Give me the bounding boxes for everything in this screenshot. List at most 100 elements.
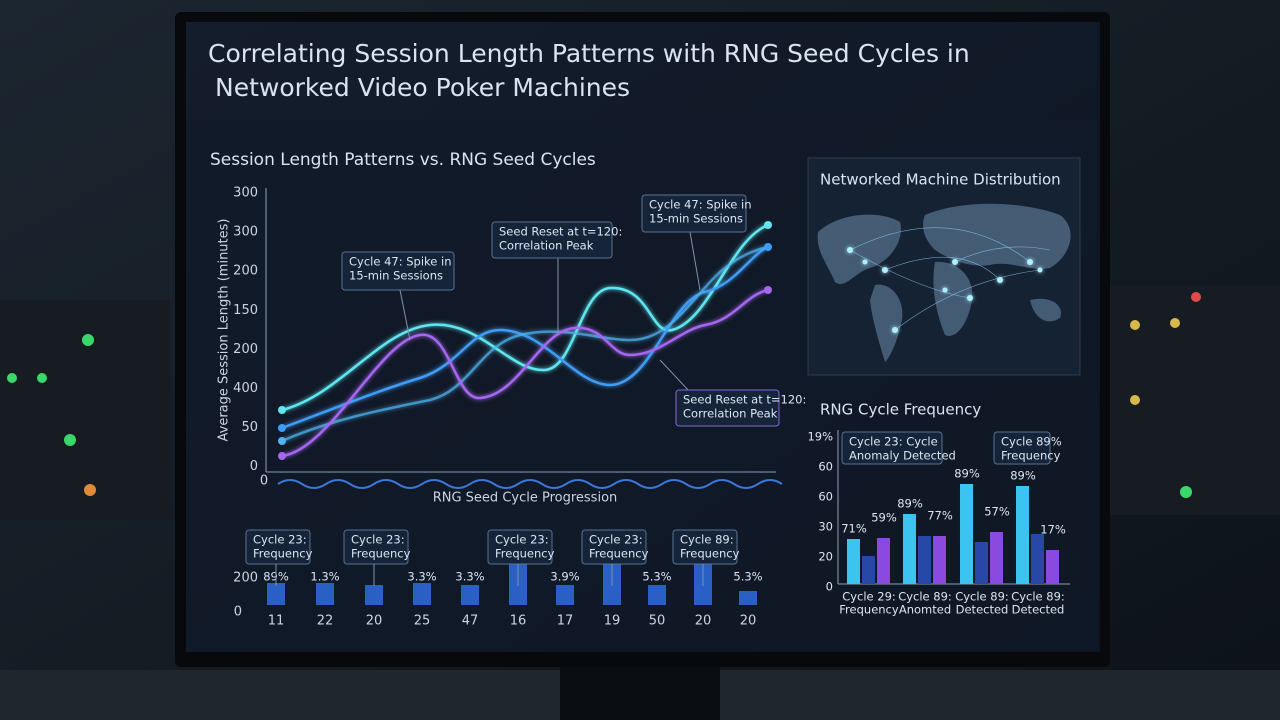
y-label: 400 — [233, 381, 258, 396]
annotation-text: Anomaly Detected — [849, 449, 956, 463]
annotation-text: Frequency — [495, 547, 555, 561]
x-label: Anomted — [899, 603, 951, 617]
y-axis-label: Average Session Length (minutes) — [217, 219, 232, 442]
y-label: 300 — [233, 225, 258, 240]
curve — [281, 245, 769, 430]
title-line: Correlating Session Length Patterns with… — [208, 39, 970, 68]
frequency-bar — [933, 536, 946, 584]
value-label: 89% — [1010, 469, 1036, 483]
cycle-bar — [556, 585, 574, 605]
annotation-text: 15-min Sessions — [349, 269, 443, 283]
x-label: 19 — [604, 614, 621, 629]
annotation-text: Frequency — [253, 547, 313, 561]
seed-cycle-wave — [277, 479, 783, 489]
y-label: 200 — [233, 571, 258, 586]
value-label: 5.3% — [733, 570, 762, 584]
annotation-text: Cycle 89: — [680, 533, 734, 547]
y-label: 50 — [241, 420, 258, 435]
value-label: 5.3% — [642, 570, 671, 584]
x-label: 11 — [268, 614, 285, 629]
frequency-bar — [990, 532, 1003, 584]
map-network — [849, 227, 1051, 331]
y-label: 60 — [818, 460, 833, 474]
annotation-text: Frequency — [680, 547, 740, 561]
value-label: 3.3% — [455, 570, 484, 584]
x-label: Frequency — [839, 603, 899, 617]
annotation-box — [993, 431, 1051, 465]
curve-endpoints — [278, 221, 772, 460]
curve — [281, 223, 769, 412]
annotation-box — [841, 431, 943, 465]
annotation-text: Cycle 47: Spike in — [349, 255, 452, 269]
annotation-text: Frequency — [589, 547, 649, 561]
annotation-text: Seed Reset at t=120: — [499, 225, 622, 239]
x-label: Cycle 89: — [1011, 590, 1065, 604]
annotation-box — [487, 529, 553, 565]
x-label: 20 — [740, 614, 757, 629]
x-label: Cycle 89: — [955, 590, 1009, 604]
cycle-bar — [461, 585, 479, 605]
y-label: 200 — [233, 342, 258, 357]
frequency-bar — [903, 514, 916, 584]
panel-title: Session Length Patterns vs. RNG Seed Cyc… — [210, 150, 596, 170]
annotation-text: Seed Reset at t=120: — [683, 393, 806, 407]
curve — [281, 245, 769, 443]
cycle-bar — [365, 585, 383, 605]
annotation-box — [491, 221, 613, 259]
value-label: 89% — [897, 497, 923, 511]
frequency-bar — [847, 539, 860, 584]
y-label: 30 — [818, 520, 833, 534]
x-label: 20 — [366, 614, 383, 629]
value-label: 1.3% — [310, 570, 339, 584]
title-line: Networked Video Poker Machines — [215, 73, 630, 102]
x-origin-label: 0 — [260, 474, 268, 489]
cycle-bar — [413, 583, 431, 605]
annotation-text: Cycle 89% — [1001, 435, 1062, 449]
panel-title: Networked Machine Distribution — [820, 171, 1061, 189]
curves — [281, 223, 769, 458]
x-label: Detected — [1012, 603, 1065, 617]
value-label: 59% — [871, 511, 897, 525]
x-label: 50 — [649, 614, 666, 629]
cycle-bar — [648, 585, 666, 605]
x-label: Cycle 89: — [898, 590, 952, 604]
y-label: 60 — [818, 490, 833, 504]
y-labels: 300 300 200 150 200 400 50 0 — [233, 186, 258, 475]
x-label: 47 — [462, 614, 479, 629]
annotation-text: Correlation Peak — [683, 407, 778, 421]
x-label: 25 — [414, 614, 431, 629]
frequency-bar — [862, 556, 875, 584]
value-label: 57% — [984, 505, 1010, 519]
value-label: 71% — [841, 522, 867, 536]
value-label: 77% — [927, 509, 953, 523]
map-nodes — [847, 247, 1043, 333]
y-label: 0 — [826, 580, 833, 594]
y-label: 200 — [233, 264, 258, 279]
cycle-bar — [316, 583, 334, 605]
annotation-box — [581, 529, 647, 565]
y-label: 0 — [250, 459, 258, 474]
annotation-text: Cycle 23: Cycle — [849, 435, 938, 449]
x-label: 17 — [557, 614, 574, 629]
value-label: 89% — [954, 467, 980, 481]
frequency-bar — [960, 484, 973, 584]
x-axis-label: RNG Seed Cycle Progression — [433, 491, 618, 506]
annotation-leaders — [399, 231, 701, 393]
y-label: 19% — [807, 430, 833, 444]
annotation-text: Frequency — [351, 547, 411, 561]
annotation-text: Cycle 47: Spike in — [649, 198, 752, 212]
x-label: 22 — [317, 614, 334, 629]
cycle-bar — [267, 583, 285, 605]
annotation-box — [343, 529, 409, 565]
annotation-text: 15-min Sessions — [649, 212, 743, 226]
annotation-box — [341, 251, 455, 291]
panel-title: RNG Cycle Frequency — [820, 401, 981, 419]
frequency-bar — [1031, 534, 1044, 584]
value-label: 17% — [1040, 523, 1066, 537]
annotation-box — [672, 529, 738, 565]
cycle-bar — [739, 591, 757, 605]
